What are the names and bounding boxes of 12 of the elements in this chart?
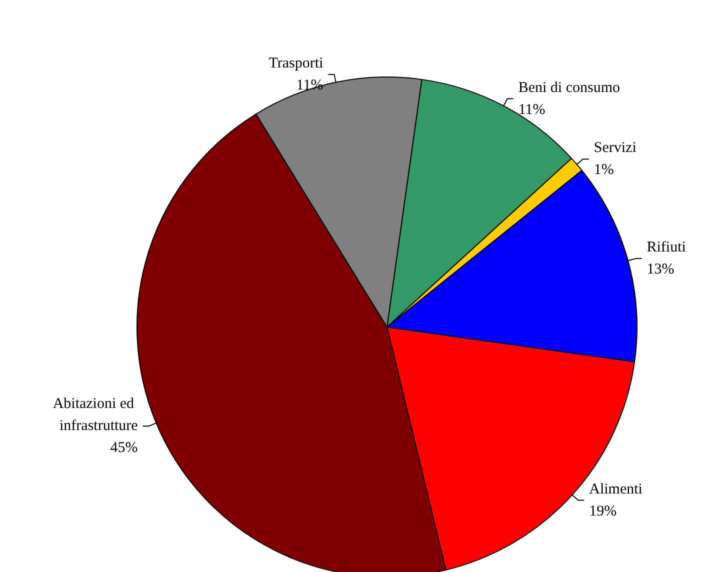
slice-label: Alimenti — [589, 481, 642, 498]
slice-label: Beni di consumo — [518, 80, 620, 96]
slice-label: Servizi — [594, 140, 636, 156]
data-label: 11% — [518, 102, 546, 118]
slice-label: Rifiuti — [646, 239, 686, 256]
slice-label: Abitazioni ed infrastrutture — [52, 396, 138, 434]
data-label: 19% — [589, 503, 617, 520]
data-label: 11% — [296, 77, 324, 94]
slice-label: Trasporti — [268, 55, 324, 72]
data-label: 45% — [110, 440, 138, 456]
data-label: 13% — [646, 261, 674, 278]
data-label: 1% — [594, 162, 614, 178]
